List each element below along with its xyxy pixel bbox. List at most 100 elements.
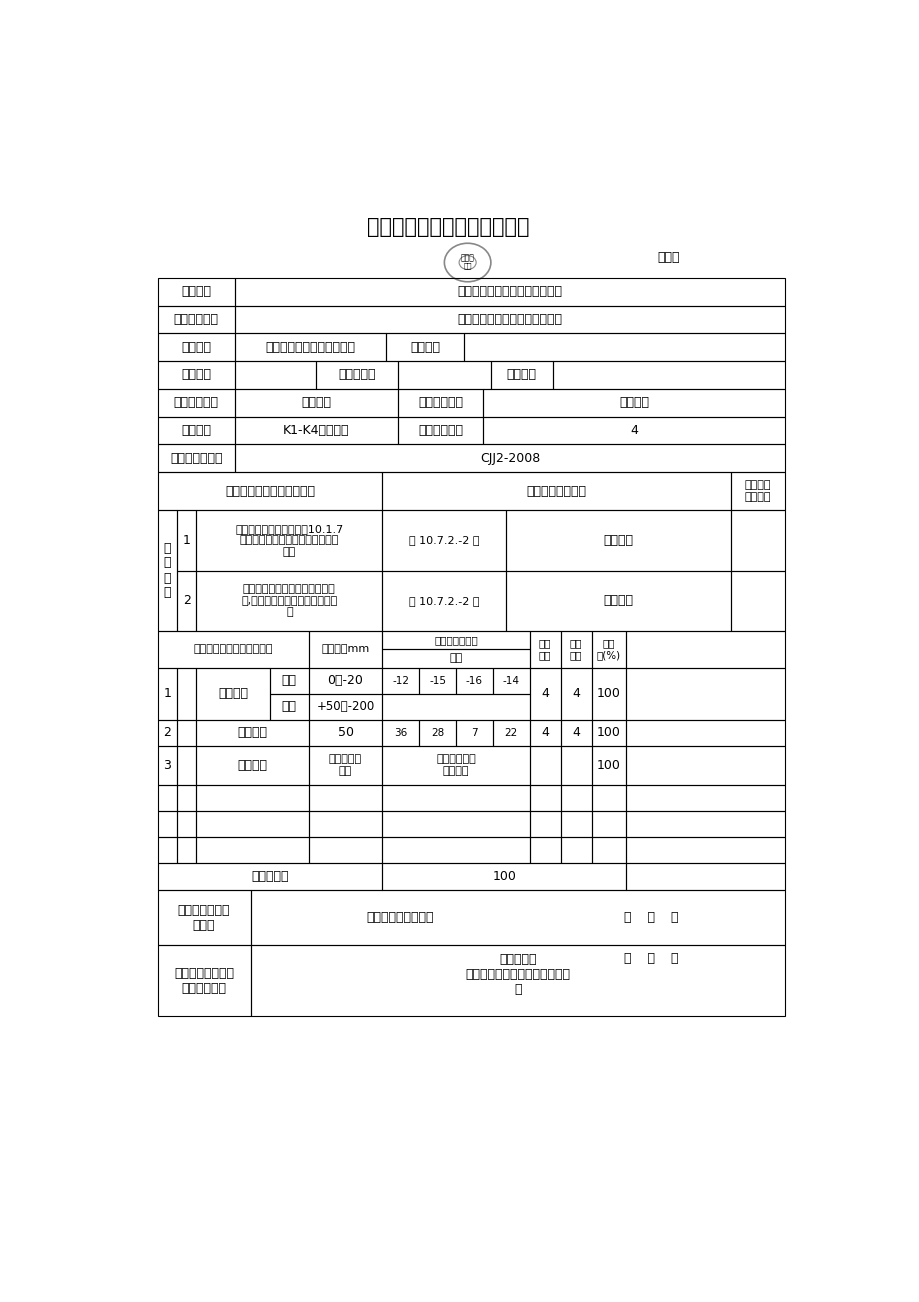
Bar (591, 785, 626, 811)
Bar (591, 720, 626, 746)
Bar (382, 648, 529, 668)
Bar (176, 785, 196, 811)
Bar (309, 785, 382, 811)
Bar (196, 720, 309, 746)
Bar (382, 510, 505, 570)
Bar (560, 811, 591, 837)
Bar (560, 785, 591, 811)
Bar (397, 361, 491, 389)
Bar (560, 746, 591, 785)
Bar (529, 746, 560, 785)
Text: 100: 100 (492, 870, 516, 883)
Text: 山阳县板岩镇安门口村亮化工程: 山阳县板岩镇安门口村亮化工程 (458, 285, 562, 298)
Bar (157, 891, 250, 945)
Bar (157, 837, 176, 863)
Bar (382, 785, 529, 811)
Text: 1: 1 (164, 687, 171, 700)
Bar (382, 694, 529, 720)
Bar (529, 811, 560, 837)
Bar (419, 720, 456, 746)
Bar (382, 863, 626, 891)
Bar (196, 785, 309, 811)
Bar (626, 863, 785, 891)
Text: 地基处理应符合专项处理方案要
求,处理后的地基必须满足设计要
求: 地基处理应符合专项处理方案要 求,处理后的地基必须满足设计要 求 (241, 583, 337, 617)
Text: 单位工程名称: 单位工程名称 (174, 312, 219, 326)
Bar (382, 471, 731, 510)
Bar (176, 837, 196, 863)
Bar (626, 785, 785, 811)
Bar (626, 811, 785, 837)
Bar (382, 720, 419, 746)
Bar (626, 746, 785, 785)
Text: 4: 4 (572, 687, 580, 700)
Text: 合格
率(%): 合格 率(%) (596, 638, 620, 660)
Text: 4: 4 (630, 424, 638, 437)
Text: 编号：: 编号： (657, 251, 679, 264)
Text: 亮化工程: 亮化工程 (301, 396, 331, 409)
Text: 1: 1 (183, 534, 190, 547)
Text: 主要工程数量: 主要工程数量 (417, 424, 462, 437)
Bar (176, 668, 196, 720)
Bar (196, 668, 269, 720)
Text: 山阳县板岩镇安门口村亮化工程: 山阳县板岩镇安门口村亮化工程 (458, 312, 562, 326)
Text: 基坑尺寸: 基坑尺寸 (237, 759, 267, 772)
Bar (529, 630, 560, 668)
Text: 4: 4 (540, 687, 549, 700)
Bar (157, 811, 176, 837)
Bar (157, 389, 235, 417)
Bar (731, 570, 785, 630)
Text: 符合要求: 符合要求 (603, 534, 633, 547)
Text: 22: 22 (504, 728, 517, 738)
Text: +50，-200: +50，-200 (316, 700, 374, 713)
Text: -15: -15 (428, 676, 446, 686)
Bar (386, 333, 463, 361)
Bar (269, 694, 309, 720)
Bar (309, 746, 382, 785)
Bar (269, 668, 309, 694)
Bar (309, 630, 382, 668)
Bar (196, 746, 309, 785)
Text: 0，-20: 0，-20 (327, 674, 363, 687)
Bar (397, 389, 482, 417)
Text: 装饰: 装饰 (463, 262, 471, 270)
Text: -14: -14 (502, 676, 519, 686)
Bar (157, 306, 235, 333)
Bar (235, 389, 397, 417)
Bar (382, 837, 529, 863)
Bar (419, 668, 456, 694)
Text: 36: 36 (393, 728, 407, 738)
Bar (482, 417, 785, 444)
Text: 50: 50 (337, 727, 353, 740)
Bar (626, 630, 785, 668)
Text: 合格
点数: 合格 点数 (569, 638, 582, 660)
Bar (157, 333, 235, 361)
Bar (591, 811, 626, 837)
Bar (552, 361, 785, 389)
Bar (309, 811, 382, 837)
Text: 土方: 土方 (281, 674, 297, 687)
Bar (176, 720, 196, 746)
Text: 分部工程名称: 分部工程名称 (174, 396, 219, 409)
Bar (250, 945, 785, 1017)
Text: 4: 4 (540, 727, 549, 740)
Bar (382, 630, 529, 648)
Bar (626, 837, 785, 863)
Bar (235, 333, 386, 361)
Bar (529, 668, 560, 720)
Text: 基坑尺寸符合
设计要求: 基坑尺寸符合 设计要求 (436, 755, 475, 776)
Bar (157, 746, 176, 785)
Text: 监理（建设）单位
检查评定结论: 监理（建设）单位 检查评定结论 (174, 967, 233, 995)
Bar (731, 471, 785, 510)
Bar (157, 510, 176, 630)
Bar (250, 891, 785, 945)
Bar (235, 361, 316, 389)
Text: 施工单位验收记录: 施工单位验收记录 (527, 484, 586, 497)
Text: 应侧
点数: 应侧 点数 (539, 638, 550, 660)
Bar (397, 417, 482, 444)
Text: 年    月    日: 年 月 日 (624, 952, 678, 965)
Bar (235, 444, 785, 471)
Text: 偏差值或实测值: 偏差值或实测值 (434, 635, 477, 644)
Bar (560, 668, 591, 720)
Bar (505, 510, 731, 570)
Bar (463, 333, 785, 361)
